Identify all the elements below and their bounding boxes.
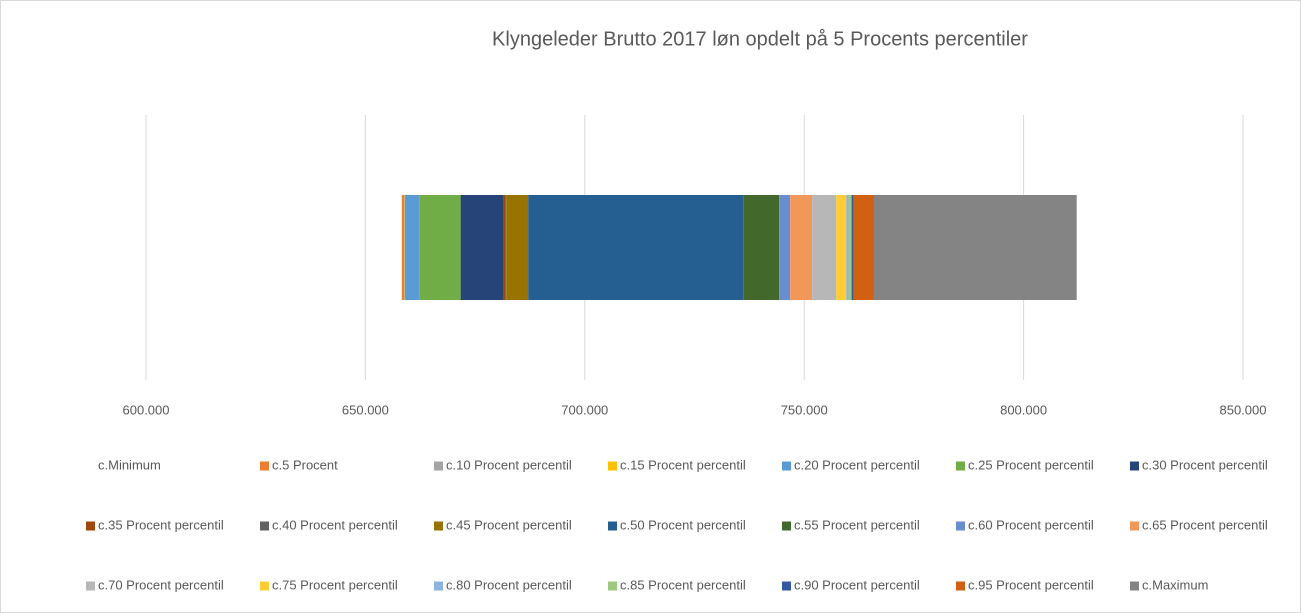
legend-label: c.75 Procent percentil	[272, 577, 398, 592]
legend-label: c.70 Procent percentil	[98, 577, 224, 592]
legend-swatch	[956, 461, 965, 471]
legend-label: c.15 Procent percentil	[620, 457, 746, 472]
legend-swatch	[956, 581, 965, 591]
bar-segment	[404, 195, 420, 300]
legend-swatch	[608, 461, 617, 471]
legend-swatch	[260, 581, 269, 591]
x-tick-label: 600.000	[123, 402, 170, 417]
legend-label: c.80 Procent percentil	[446, 577, 572, 592]
legend-label: c.85 Procent percentil	[620, 577, 746, 592]
bar-segment	[503, 195, 506, 300]
bar-segment	[836, 195, 847, 300]
legend-swatch	[782, 521, 791, 531]
bar-segment	[790, 195, 813, 300]
bar-segment	[848, 195, 852, 300]
legend-label: c.Minimum	[98, 457, 161, 472]
legend-swatch	[782, 581, 791, 591]
x-tick-label: 850.000	[1220, 402, 1267, 417]
legend-label: c.5 Procent	[272, 457, 338, 472]
legend-swatch	[434, 581, 443, 591]
legend-swatch	[434, 521, 443, 531]
legend-label: c.20 Procent percentil	[794, 457, 920, 472]
bar-segment	[419, 195, 461, 300]
x-tick-label: 650.000	[342, 402, 389, 417]
legend-label: c.60 Procent percentil	[968, 517, 1094, 532]
x-tick-label: 750.000	[781, 402, 828, 417]
legend-label: c.Maximum	[1142, 577, 1208, 592]
legend-swatch	[782, 461, 791, 471]
legend-swatch	[1130, 581, 1139, 591]
legend-swatch	[608, 521, 617, 531]
x-tick-label: 800.000	[1000, 402, 1047, 417]
bar-segment	[846, 195, 849, 300]
legend-label: c.35 Procent percentil	[98, 517, 224, 532]
chart-title: Klyngeleder Brutto 2017 løn opdelt på 5 …	[492, 28, 1028, 50]
bar-segment	[743, 195, 780, 300]
bar-segment	[851, 195, 854, 300]
legend-swatch	[260, 521, 269, 531]
legend-label: c.90 Procent percentil	[794, 577, 920, 592]
legend-swatch	[1130, 461, 1139, 471]
legend-label: c.45 Procent percentil	[446, 517, 572, 532]
bar-segment	[506, 195, 529, 300]
bar-segment	[460, 195, 504, 300]
legend-swatch	[86, 581, 95, 591]
legend-swatch	[608, 581, 617, 591]
legend-label: c.30 Procent percentil	[1142, 457, 1268, 472]
bar-segment	[812, 195, 837, 300]
legend-label: c.10 Procent percentil	[446, 457, 572, 472]
legend-swatch	[260, 461, 269, 471]
legend-label: c.95 Procent percentil	[968, 577, 1094, 592]
bar-segment	[873, 195, 1077, 300]
x-tick-label: 700.000	[561, 402, 608, 417]
legend-label: c.65 Procent percentil	[1142, 517, 1268, 532]
legend-swatch	[434, 461, 443, 471]
legend-label: c.40 Procent percentil	[272, 517, 398, 532]
bar-segment	[528, 195, 744, 300]
legend-label: c.25 Procent percentil	[968, 457, 1094, 472]
bar-segment	[853, 195, 874, 300]
legend-label: c.55 Procent percentil	[794, 517, 920, 532]
legend-swatch	[86, 521, 95, 531]
legend-label: c.50 Procent percentil	[620, 517, 746, 532]
bar-segment	[779, 195, 791, 300]
legend-swatch	[956, 521, 965, 531]
bar-segment	[401, 195, 405, 300]
legend-swatch	[1130, 521, 1139, 531]
